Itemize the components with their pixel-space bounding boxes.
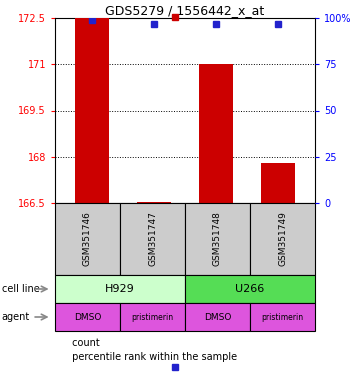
Bar <box>120 203 185 275</box>
Bar <box>250 203 315 275</box>
Bar <box>55 303 120 331</box>
Bar <box>185 203 250 275</box>
Text: pristimerin: pristimerin <box>261 313 303 321</box>
Text: count: count <box>69 338 100 348</box>
Text: DMSO: DMSO <box>204 313 231 321</box>
Bar <box>250 303 315 331</box>
Text: H929: H929 <box>105 284 135 294</box>
Bar <box>120 303 185 331</box>
Text: DMSO: DMSO <box>74 313 101 321</box>
Bar <box>199 64 233 203</box>
Title: GDS5279 / 1556442_x_at: GDS5279 / 1556442_x_at <box>105 4 265 17</box>
Bar <box>261 163 295 203</box>
Text: GSM351746: GSM351746 <box>83 212 92 266</box>
Bar <box>75 18 109 203</box>
Text: GSM351747: GSM351747 <box>148 212 157 266</box>
Bar <box>55 275 185 303</box>
Text: percentile rank within the sample: percentile rank within the sample <box>69 352 237 362</box>
Text: pristimerin: pristimerin <box>132 313 174 321</box>
Text: U266: U266 <box>235 284 265 294</box>
Text: GSM351748: GSM351748 <box>213 212 222 266</box>
Text: cell line: cell line <box>2 284 40 294</box>
Bar <box>137 202 171 203</box>
Text: agent: agent <box>2 312 30 322</box>
Bar <box>185 303 250 331</box>
Bar <box>55 203 120 275</box>
Text: GSM351749: GSM351749 <box>278 212 287 266</box>
Bar <box>185 275 315 303</box>
